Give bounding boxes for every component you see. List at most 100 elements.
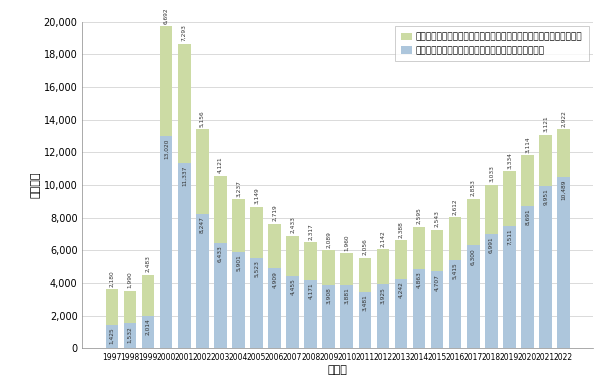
Text: 2,014: 2,014 bbox=[146, 318, 151, 335]
Text: 6,300: 6,300 bbox=[471, 248, 476, 265]
Bar bbox=[196, 129, 209, 214]
Bar bbox=[359, 258, 371, 291]
Text: 2,089: 2,089 bbox=[326, 231, 331, 248]
Text: 3,149: 3,149 bbox=[254, 188, 259, 204]
Text: 6,991: 6,991 bbox=[489, 236, 494, 253]
Text: 5,901: 5,901 bbox=[236, 254, 241, 271]
Text: 5,415: 5,415 bbox=[452, 262, 458, 279]
Text: 2,433: 2,433 bbox=[290, 217, 295, 233]
Bar bbox=[503, 171, 515, 226]
Text: 2,543: 2,543 bbox=[434, 210, 440, 227]
Bar bbox=[485, 185, 497, 234]
Text: 3,881: 3,881 bbox=[344, 287, 349, 304]
Bar bbox=[142, 275, 154, 316]
Bar bbox=[340, 285, 353, 348]
Text: 4,242: 4,242 bbox=[398, 282, 403, 298]
Text: 7,293: 7,293 bbox=[182, 24, 187, 42]
Bar bbox=[377, 249, 389, 284]
Text: 2,056: 2,056 bbox=[362, 239, 367, 256]
Text: 13,020: 13,020 bbox=[164, 138, 169, 159]
Bar bbox=[431, 272, 443, 348]
Bar bbox=[304, 280, 317, 348]
Text: 3,481: 3,481 bbox=[362, 294, 367, 311]
Text: 2,853: 2,853 bbox=[471, 180, 476, 196]
Bar bbox=[539, 186, 552, 348]
Bar bbox=[395, 279, 407, 348]
Text: 11,337: 11,337 bbox=[182, 165, 187, 186]
Text: 6,692: 6,692 bbox=[164, 7, 169, 24]
Bar bbox=[124, 324, 136, 348]
Bar bbox=[250, 207, 263, 258]
Text: 2,317: 2,317 bbox=[308, 223, 313, 240]
Bar bbox=[196, 214, 209, 348]
Text: 4,707: 4,707 bbox=[434, 274, 440, 291]
Bar bbox=[250, 258, 263, 348]
Text: 2,612: 2,612 bbox=[452, 198, 458, 215]
Bar bbox=[160, 26, 172, 136]
Text: 1,960: 1,960 bbox=[344, 234, 349, 251]
Text: 4,863: 4,863 bbox=[416, 271, 422, 288]
Text: 2,388: 2,388 bbox=[398, 221, 403, 238]
Bar bbox=[214, 176, 227, 243]
Bar bbox=[286, 275, 299, 348]
Text: 2,922: 2,922 bbox=[561, 110, 566, 127]
Bar bbox=[160, 136, 172, 348]
Bar bbox=[395, 240, 407, 279]
Bar bbox=[286, 236, 299, 275]
Text: 5,156: 5,156 bbox=[200, 110, 205, 127]
Bar bbox=[503, 226, 515, 348]
Bar bbox=[467, 246, 479, 348]
Bar bbox=[377, 284, 389, 348]
Bar bbox=[322, 285, 335, 348]
Text: 3,908: 3,908 bbox=[326, 287, 331, 304]
Bar bbox=[106, 290, 118, 325]
Bar bbox=[521, 155, 534, 206]
Text: 4,455: 4,455 bbox=[290, 278, 295, 295]
Y-axis label: 出願件数: 出願件数 bbox=[31, 172, 41, 198]
Text: 9,951: 9,951 bbox=[543, 188, 548, 205]
Bar bbox=[340, 253, 353, 285]
Text: 3,925: 3,925 bbox=[380, 287, 385, 304]
Text: 7,511: 7,511 bbox=[507, 228, 512, 245]
Bar bbox=[268, 224, 281, 268]
Text: 3,033: 3,033 bbox=[489, 165, 494, 182]
Text: 6,433: 6,433 bbox=[218, 246, 223, 262]
Text: 4,171: 4,171 bbox=[308, 283, 313, 299]
Text: 1,532: 1,532 bbox=[128, 326, 133, 343]
Text: 2,483: 2,483 bbox=[146, 256, 151, 272]
Text: 3,114: 3,114 bbox=[525, 136, 530, 153]
Text: 2,142: 2,142 bbox=[380, 230, 385, 247]
Bar bbox=[413, 269, 425, 348]
Bar bbox=[359, 291, 371, 348]
Text: 2,719: 2,719 bbox=[272, 204, 277, 221]
Bar bbox=[124, 291, 136, 324]
Bar bbox=[467, 199, 479, 246]
Bar bbox=[322, 251, 335, 285]
Bar bbox=[557, 177, 570, 348]
Bar bbox=[106, 325, 118, 348]
Bar bbox=[539, 135, 552, 186]
Text: 1,990: 1,990 bbox=[128, 272, 133, 288]
Bar bbox=[413, 227, 425, 269]
Text: 2,180: 2,180 bbox=[109, 270, 115, 287]
Bar bbox=[232, 252, 245, 348]
X-axis label: 出願年: 出願年 bbox=[328, 365, 347, 375]
Bar bbox=[485, 234, 497, 348]
Bar bbox=[304, 242, 317, 280]
Text: 8,691: 8,691 bbox=[525, 209, 530, 225]
Bar bbox=[142, 316, 154, 348]
Text: 8,247: 8,247 bbox=[200, 216, 205, 233]
Bar bbox=[178, 163, 191, 348]
Bar bbox=[449, 217, 461, 260]
Text: 3,237: 3,237 bbox=[236, 180, 241, 197]
Text: 5,523: 5,523 bbox=[254, 261, 259, 277]
Text: 4,909: 4,909 bbox=[272, 270, 277, 288]
Text: 3,334: 3,334 bbox=[507, 152, 512, 169]
Text: 1,425: 1,425 bbox=[109, 328, 115, 344]
Bar bbox=[178, 44, 191, 163]
Text: 3,121: 3,121 bbox=[543, 116, 548, 132]
Bar bbox=[268, 268, 281, 348]
Bar bbox=[449, 260, 461, 348]
Legend: ビジネス関連発明ではあるが、他技術に主要な特徴がある出願の件数, ビジネス関連発明自体を主要な特徴とする出願の件数: ビジネス関連発明ではあるが、他技術に主要な特徴がある出願の件数, ビジネス関連発… bbox=[395, 26, 589, 61]
Text: 10,489: 10,489 bbox=[561, 180, 566, 200]
